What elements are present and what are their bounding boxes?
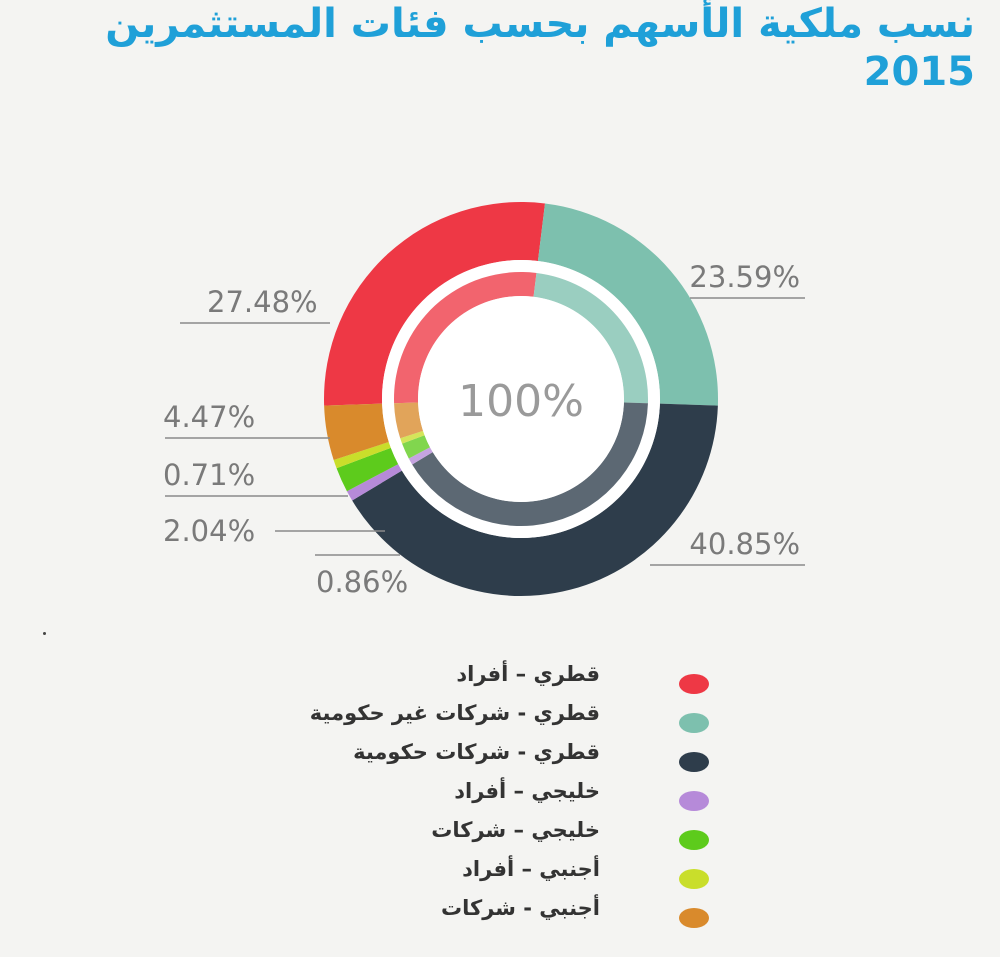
data-label-1: 27.48% bbox=[207, 285, 318, 319]
legend-swatch bbox=[679, 908, 709, 928]
data-label-6: 0.71% bbox=[163, 458, 255, 492]
data-label-3: 40.85% bbox=[689, 527, 800, 561]
slice-inner-1 bbox=[394, 272, 537, 404]
donut-hole bbox=[418, 296, 624, 502]
slice-inner-4 bbox=[408, 447, 433, 465]
legend-label: خليجي – أفراد bbox=[454, 779, 600, 803]
donut-chart: 100% 27.48% 23.59% 40.85% 0.86% 2.04% 0.71% 4.4… bbox=[163, 201, 805, 599]
slice-outer-3 bbox=[352, 403, 718, 596]
chart-legend: قطري – أفراد قطري - شركات غير حكومية قطري … bbox=[310, 660, 730, 933]
slice-outer-7 bbox=[324, 403, 389, 460]
legend-swatch bbox=[679, 674, 709, 694]
slice-inner-3 bbox=[412, 402, 648, 527]
slice-inner-6 bbox=[400, 430, 425, 444]
decorative-dot bbox=[43, 632, 46, 635]
legend-item: قطري – أفراد bbox=[330, 660, 730, 699]
slice-inner-5 bbox=[402, 435, 430, 459]
legend-swatch bbox=[679, 713, 709, 733]
center-label: 100% bbox=[458, 376, 584, 427]
legend-item: خليجي – شركات bbox=[330, 816, 730, 855]
legend-item: أجنبي – أفراد bbox=[330, 855, 730, 894]
legend-item: خليجي – أفراد bbox=[330, 777, 730, 816]
data-label-4: 0.86% bbox=[316, 565, 408, 599]
legend-swatch bbox=[679, 752, 709, 772]
legend-label: أجنبي - شركات bbox=[441, 896, 600, 920]
slice-outer-4 bbox=[346, 464, 402, 501]
slice-outer-1 bbox=[324, 201, 546, 406]
slice-outer-2 bbox=[537, 203, 718, 406]
legend-label: قطري - شركات حكومية bbox=[353, 740, 600, 764]
data-label-2: 23.59% bbox=[689, 260, 800, 294]
legend-swatch bbox=[679, 869, 709, 889]
slice-inner-2 bbox=[533, 272, 648, 404]
legend-item: قطري - شركات حكومية bbox=[330, 738, 730, 777]
legend-item: قطري - شركات غير حكومية bbox=[310, 699, 730, 738]
legend-item: أجنبي - شركات bbox=[330, 894, 730, 933]
separator-ring bbox=[382, 260, 660, 538]
chart-title: نسب ملكية الأسهم بحسب فئات المستثمرين 20… bbox=[105, 1, 975, 95]
slice-outer-6 bbox=[333, 441, 391, 469]
legend-swatch bbox=[679, 791, 709, 811]
legend-label: خليجي – شركات bbox=[431, 818, 600, 842]
legend-swatch bbox=[679, 830, 709, 850]
legend-label: قطري - شركات غير حكومية bbox=[309, 701, 600, 725]
data-label-5: 2.04% bbox=[163, 514, 255, 548]
slice-outer-5 bbox=[336, 447, 399, 492]
legend-label: أجنبي – أفراد bbox=[462, 857, 600, 881]
data-label-7: 4.47% bbox=[163, 400, 255, 434]
slice-inner-7 bbox=[394, 402, 424, 439]
legend-label: قطري – أفراد bbox=[456, 662, 600, 686]
